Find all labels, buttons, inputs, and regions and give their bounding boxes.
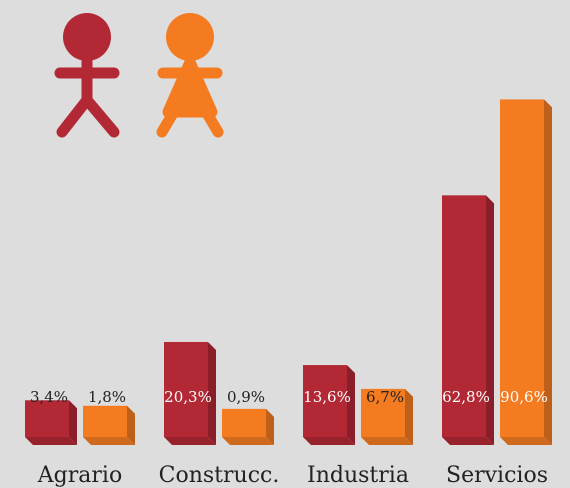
- bar: [164, 341, 208, 437]
- value-label: 6,7%: [366, 388, 404, 406]
- bar-side: [127, 405, 135, 445]
- bar-side: [347, 365, 355, 445]
- x-tick-label: Industria: [307, 463, 409, 488]
- bar-bottom: [25, 437, 77, 445]
- bar: [83, 405, 127, 437]
- x-tick-label: Agrario: [37, 463, 122, 488]
- value-label: 1,8%: [88, 388, 126, 406]
- bar: [222, 408, 266, 437]
- bar-side: [544, 99, 552, 446]
- bar-side: [266, 408, 274, 445]
- value-label: 62,8%: [442, 388, 490, 406]
- bar-bottom: [500, 437, 552, 445]
- bar-bottom: [361, 437, 413, 445]
- bar-bottom: [303, 437, 355, 445]
- bar-side: [405, 388, 413, 445]
- value-label: 0,9%: [227, 388, 265, 406]
- value-label: 3,4%: [30, 388, 68, 406]
- male-icon: [54, 13, 120, 138]
- x-tick-label: Construcc.: [159, 463, 280, 488]
- value-label: 13,6%: [303, 388, 351, 406]
- bar-bottom: [83, 437, 135, 445]
- bar: [361, 388, 405, 437]
- bar-side: [208, 341, 216, 445]
- female-icon: [156, 13, 224, 138]
- bar: [442, 195, 486, 437]
- bar: [303, 365, 347, 437]
- bar-bottom: [164, 437, 216, 445]
- bar-bottom: [442, 437, 494, 445]
- bar-side: [69, 400, 77, 445]
- bar: [25, 400, 69, 437]
- bar-side: [486, 195, 494, 445]
- bar: [500, 99, 544, 438]
- bar-bottom: [222, 437, 274, 445]
- value-label: 90,6%: [500, 388, 548, 406]
- value-label: 20,3%: [164, 388, 212, 406]
- x-tick-label: Servicios: [446, 463, 548, 488]
